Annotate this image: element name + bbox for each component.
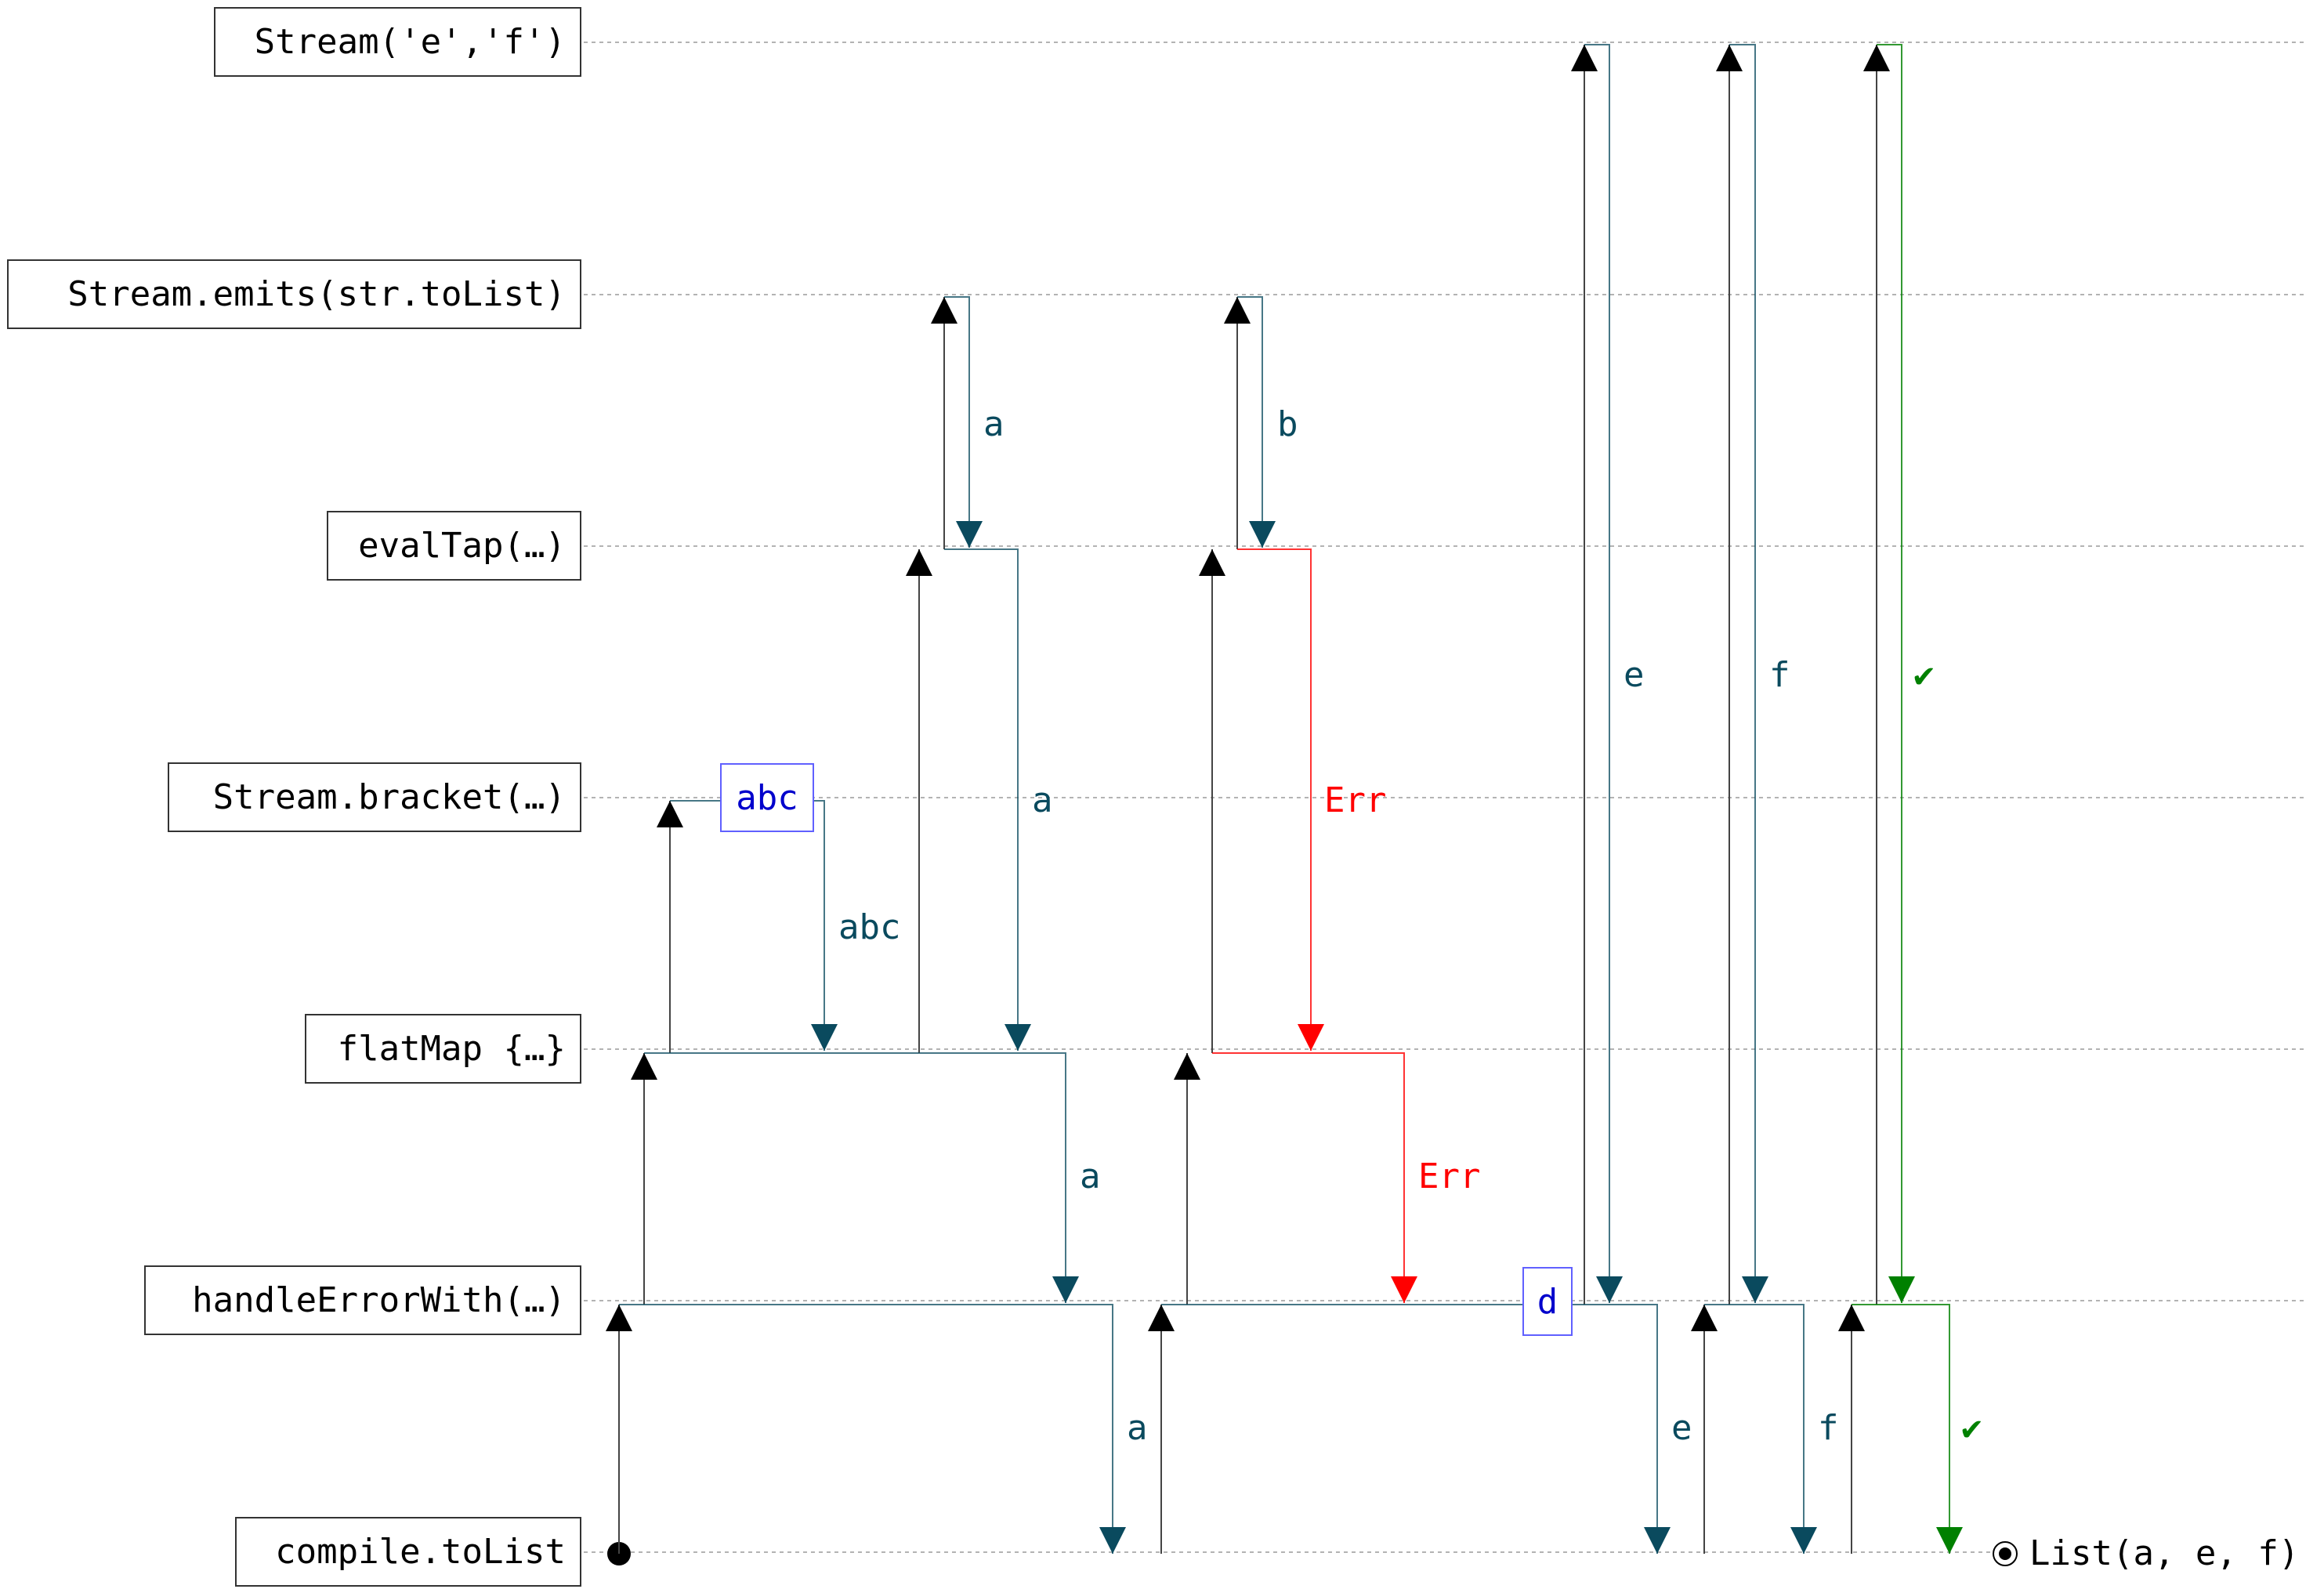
value-stream-e [1584,44,1623,1303]
flow-labels: a b abc a Err a Err a e f ✔ e f ✔ [838,404,1982,1448]
lane-label-evaltap: evalTap(…) [358,526,566,566]
result-marker-dot [1999,1547,2011,1560]
value-emits-a [944,296,983,548]
label-handle-a: a [1127,1408,1148,1448]
value-handle-f [1704,1304,1817,1554]
label-stream-e: e [1624,655,1645,695]
value-evaltap-a [944,548,1031,1051]
label-flatmap-a: a [1080,1156,1101,1196]
lane-label-compile: compile.toList [275,1532,566,1572]
error-arrows [1212,548,1417,1303]
lane-label-handle: handleErrorWith(…) [192,1280,566,1320]
done-stream [1877,44,1915,1303]
pull-arrows [606,45,1890,1554]
label-handle-f: f [1818,1408,1839,1448]
bracket-value-text: abc [736,778,798,818]
value-flatmap-a [644,1052,1079,1303]
lane-box-compile [235,1517,581,1587]
value-emits-b [1237,296,1276,548]
label-handle-e: e [1671,1408,1692,1448]
label-emits-a: a [983,404,1005,444]
result-value: List(a, e, f) [2029,1533,2299,1573]
lane-box-bracket [168,762,581,832]
lane-guides [584,42,2304,1553]
handler-value-text: d [1537,1282,1558,1322]
lane-label-flatmap: flatMap {…} [338,1029,566,1069]
result: List(a, e, f) [1993,1533,2299,1573]
value-stream-f [1729,44,1768,1303]
lane-labels: Stream('e','f') Stream.emits(str.toList)… [7,7,581,1587]
label-flatmap-err: Err [1418,1156,1480,1196]
error-evaltap-err [1237,548,1324,1051]
bracket-value-box [720,763,814,832]
lane-box-stream-ef [214,7,581,77]
value-arrows [619,44,1817,1554]
label-emits-b: b [1277,404,1298,444]
label-stream-f: f [1769,655,1790,695]
lane-label-emits: Stream.emits(str.toList) [67,274,566,314]
error-flatmap-err [1212,1052,1417,1303]
value-handle-e [1161,1304,1671,1554]
handler-value-box [1522,1267,1573,1336]
label-stream-done: ✔ [1913,655,1935,695]
lane-box-emits [7,259,581,329]
lane-label-stream-ef: Stream('e','f') [255,22,566,62]
label-evaltap-a: a [1032,780,1053,820]
lane-box-flatmap [305,1014,581,1084]
done-arrows [1852,44,1963,1554]
value-bracket-abc [670,800,838,1051]
value-handle-a [619,1304,1126,1554]
lane-label-bracket: Stream.bracket(…) [213,777,566,817]
done-handle [1852,1304,1963,1554]
lane-box-evaltap [327,511,581,581]
label-bracket-abc: abc [838,907,900,947]
label-evaltap-err: Err [1324,780,1386,820]
inserted-values: abc d [720,763,1573,1336]
label-handle-done: ✔ [1961,1408,1982,1448]
lane-box-handle [144,1265,581,1335]
